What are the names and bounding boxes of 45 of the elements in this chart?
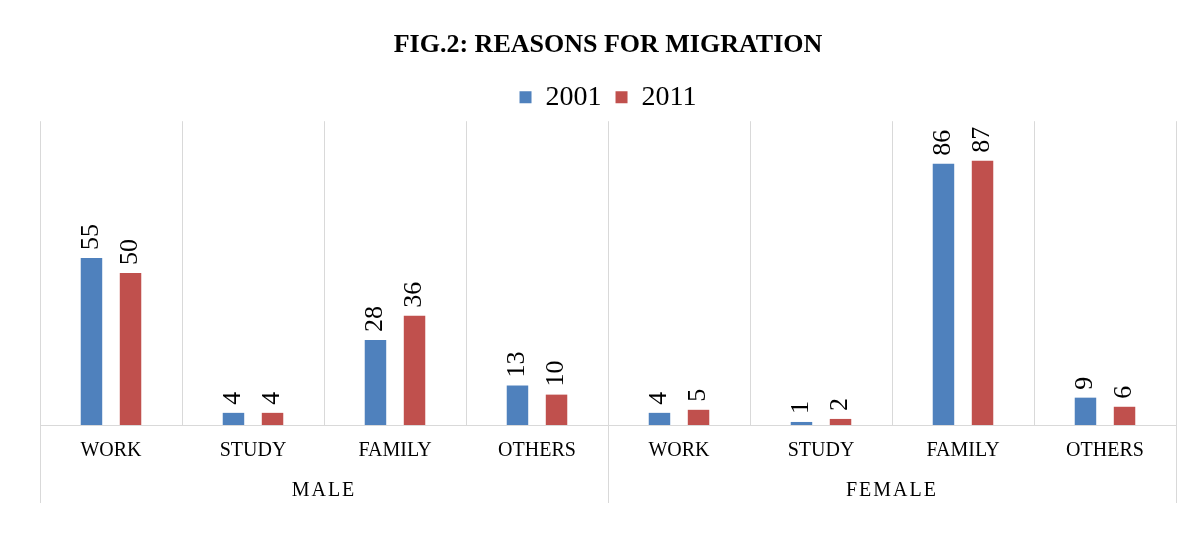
x-tick-label: WORK (80, 438, 143, 461)
bar (403, 315, 426, 425)
bar (261, 412, 284, 425)
bar (364, 339, 387, 425)
data-label: 28 (359, 305, 389, 332)
legend-label: 2011 (641, 79, 697, 111)
x-tick-label: WORK (648, 438, 711, 461)
x-tick-label: FAMILY (358, 438, 432, 461)
data-label: 9 (1069, 376, 1099, 390)
x-tick-label: OTHERS (498, 438, 576, 461)
data-label: 86 (927, 129, 957, 156)
chart-title: FIG.2: REASONS FOR MIGRATION (393, 29, 823, 59)
x-tick-label: FAMILY (926, 438, 1000, 461)
data-label: 6 (1108, 385, 1138, 399)
bar (790, 421, 813, 425)
data-label: 1 (785, 400, 815, 414)
x-tick-label: OTHERS (1066, 438, 1144, 461)
legend-label: 2001 (545, 79, 602, 111)
data-label: 50 (114, 239, 144, 266)
bar (971, 160, 994, 425)
data-label: 4 (217, 391, 247, 405)
bar (648, 412, 671, 425)
x-tick-label: STUDY (787, 438, 855, 461)
data-label: 4 (643, 391, 673, 405)
data-label: 4 (256, 391, 286, 405)
bar (932, 163, 955, 425)
data-label: 55 (75, 223, 105, 250)
bar (119, 273, 142, 425)
text: MALE (291, 478, 357, 501)
bar (222, 412, 245, 425)
data-label: 87 (966, 126, 996, 153)
bar (687, 409, 710, 425)
bar (1074, 397, 1097, 425)
bar (545, 394, 568, 425)
bar (506, 385, 529, 425)
data-label: 2 (824, 397, 854, 411)
x-tick-label: STUDY (219, 438, 287, 461)
data-label: 10 (540, 360, 570, 387)
text: FEMALE (846, 478, 938, 501)
bar (1113, 406, 1136, 425)
bar (80, 257, 103, 425)
bar (829, 418, 852, 425)
data-label: 5 (682, 388, 712, 402)
data-label: 13 (501, 351, 531, 378)
data-label: 36 (398, 281, 428, 308)
